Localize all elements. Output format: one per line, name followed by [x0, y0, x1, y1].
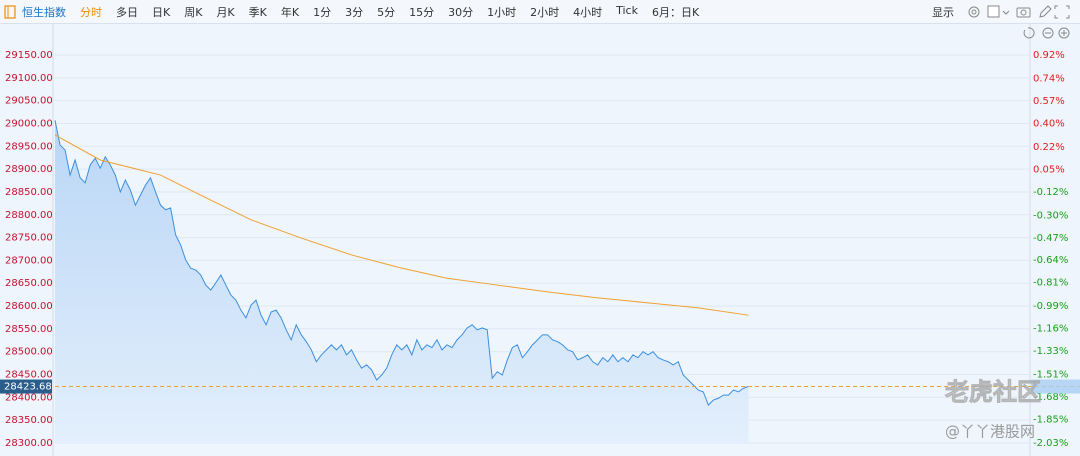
- display-menu[interactable]: 显示: [932, 6, 954, 19]
- y2-tick-label: -0.99%: [1033, 301, 1068, 312]
- panel-icon[interactable]: [0, 4, 22, 19]
- y-tick-label: 28450.00: [5, 370, 53, 381]
- tab[interactable]: 15分: [409, 5, 435, 19]
- symbol[interactable]: 恒生指数: [22, 5, 66, 19]
- y2-tick-label: 0.22%: [1033, 142, 1065, 153]
- y-tick-label: 28850.00: [5, 187, 53, 198]
- tab[interactable]: Tick: [616, 3, 638, 17]
- watermark: 老虎社区: [945, 378, 1041, 406]
- tab[interactable]: 30分: [448, 5, 474, 19]
- y2-tick-label: -2.03%: [1033, 438, 1068, 449]
- y-tick-label: 28350.00: [5, 415, 53, 426]
- tab[interactable]: 季K: [248, 5, 267, 19]
- tab[interactable]: 1小时: [487, 5, 517, 19]
- y2-tick-label: 0.57%: [1033, 96, 1065, 107]
- toolbar-right: 显示: [932, 0, 1072, 24]
- y-tick-label: 28750.00: [5, 233, 53, 244]
- y2-tick-label: 0.40%: [1033, 118, 1065, 129]
- y2-tick-label: -0.47%: [1033, 233, 1068, 244]
- tab[interactable]: 6月：日K: [651, 5, 700, 19]
- y2-tick-label: -1.51%: [1033, 370, 1068, 381]
- y2-tick-label: -1.33%: [1033, 346, 1068, 357]
- tab[interactable]: 4小时: [573, 5, 603, 19]
- tab[interactable]: 3分: [345, 5, 364, 19]
- y2-tick-label: 0.92%: [1033, 50, 1065, 61]
- y2-tick-label: -1.16%: [1033, 324, 1068, 335]
- watermark: @丫丫港股网: [945, 423, 1035, 441]
- y-tick-label: 29100.00: [5, 73, 53, 84]
- y-tick-label: 28550.00: [5, 324, 53, 335]
- y-tick-label: 28650.00: [5, 278, 53, 289]
- line: [54, 134, 749, 316]
- y-tick-label: 29050.00: [5, 96, 53, 107]
- y-tick-label: 28500.00: [5, 347, 53, 358]
- y2-tick-label: 0.05%: [1033, 164, 1065, 175]
- tab[interactable]: 日K: [152, 5, 171, 19]
- y-tick-label: 28600.00: [5, 301, 53, 312]
- toolbar: 恒生指数 分时 多日 日K 周K 月K 季K 年K 1分 3分 5分 15分 30分 1小时 2小时 4小时…: [0, 0, 1080, 24]
- tabs: 分时 多日 日K 周K 月K 季K 年K 1分 3分 5分 15分 30分 1小时 2小时 4小时 Tick 6…: [80, 4, 713, 20]
- tab[interactable]: 5分: [377, 5, 396, 19]
- last-price-label: 28423.68: [4, 382, 52, 393]
- y-tick-label: 28800.00: [5, 210, 53, 221]
- y2-tick-label: -0.12%: [1033, 187, 1068, 198]
- y-tick-label: 28700.00: [5, 255, 53, 266]
- y-tick-label: 29150.00: [5, 50, 53, 61]
- y2-tick-label: -0.81%: [1033, 278, 1068, 289]
- toolbar-icons[interactable]: [962, 4, 1072, 20]
- y-tick-label: 28300.00: [5, 438, 53, 449]
- y2-tick-label: -1.85%: [1033, 414, 1068, 425]
- tab[interactable]: 周K: [184, 5, 203, 19]
- tab[interactable]: 多日: [116, 5, 138, 19]
- price-area: [55, 120, 749, 443]
- y2-tick-label: -0.30%: [1033, 210, 1068, 221]
- y2-tick-label: -1.68%: [1033, 392, 1068, 403]
- zoom-controls[interactable]: [1023, 27, 1070, 39]
- line: [54, 120, 749, 407]
- tab[interactable]: 月K: [216, 5, 235, 19]
- last-price-box-right: [1031, 379, 1080, 394]
- tab[interactable]: 年K: [280, 5, 300, 19]
- tab[interactable]: 2小时: [530, 5, 560, 19]
- y-tick-label: 28900.00: [5, 164, 53, 175]
- y-tick-label: 28950.00: [5, 141, 53, 152]
- y-tick-label: 28400.00: [5, 392, 53, 403]
- y-tick-label: 29000.00: [5, 118, 53, 129]
- last-price-box: [0, 379, 52, 394]
- y2-tick-label: 0.74%: [1033, 74, 1065, 85]
- tab[interactable]: 1分: [313, 5, 332, 19]
- tab[interactable]: 分时: [80, 5, 102, 19]
- chart: 28300.00 28350.00 28400.00 28450.00 28500.00…: [0, 24, 1080, 456]
- y2-tick-label: -0.64%: [1033, 255, 1068, 266]
